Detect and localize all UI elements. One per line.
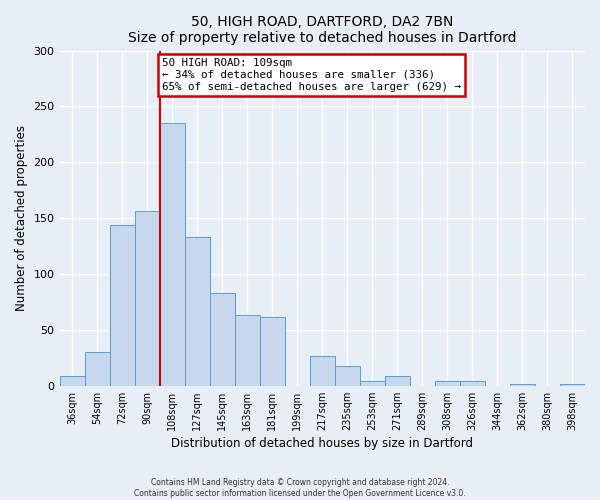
Bar <box>360 382 385 386</box>
X-axis label: Distribution of detached houses by size in Dartford: Distribution of detached houses by size … <box>171 437 473 450</box>
Text: Contains HM Land Registry data © Crown copyright and database right 2024.
Contai: Contains HM Land Registry data © Crown c… <box>134 478 466 498</box>
Bar <box>110 225 134 386</box>
Bar <box>310 356 335 386</box>
Bar <box>460 382 485 386</box>
Y-axis label: Number of detached properties: Number of detached properties <box>15 125 28 311</box>
Bar <box>209 293 235 386</box>
Text: 50 HIGH ROAD: 109sqm
← 34% of detached houses are smaller (336)
65% of semi-deta: 50 HIGH ROAD: 109sqm ← 34% of detached h… <box>162 58 461 92</box>
Title: 50, HIGH ROAD, DARTFORD, DA2 7BN
Size of property relative to detached houses in: 50, HIGH ROAD, DARTFORD, DA2 7BN Size of… <box>128 15 517 45</box>
Bar <box>160 123 185 386</box>
Bar <box>134 212 160 386</box>
Bar <box>185 237 209 386</box>
Bar <box>560 384 585 386</box>
Bar <box>235 316 260 386</box>
Bar <box>335 366 360 386</box>
Bar <box>510 384 535 386</box>
Bar <box>85 352 110 386</box>
Bar <box>59 376 85 386</box>
Bar <box>435 382 460 386</box>
Bar <box>385 376 410 386</box>
Bar <box>260 316 285 386</box>
